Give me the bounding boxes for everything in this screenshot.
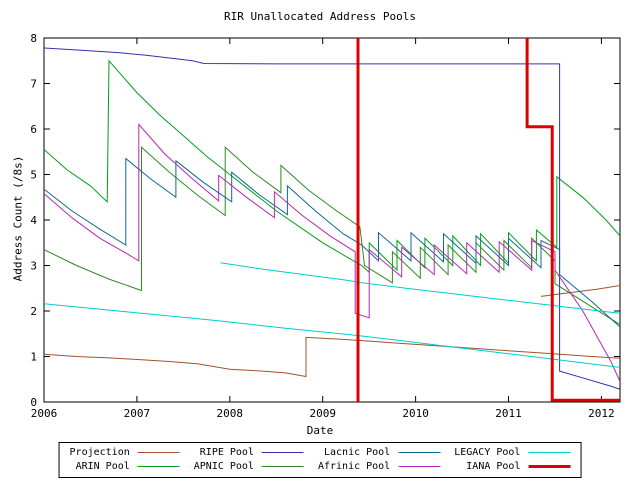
series-ripe-pool <box>44 47 620 390</box>
y-tick-label: 6 <box>30 123 37 136</box>
x-axis-label: Date <box>306 424 334 437</box>
legend-line-sample <box>137 452 180 453</box>
series-lacnic-pool <box>44 157 620 328</box>
series-projection <box>44 285 620 378</box>
legend-line-sample <box>137 466 180 467</box>
legend-line-sample <box>398 452 441 453</box>
y-tick-label: 4 <box>30 214 37 227</box>
y-tick-label: 7 <box>30 78 37 91</box>
legend-item-legacy-pool: LEGACY Pool <box>454 446 571 459</box>
plot-border <box>43 37 621 403</box>
y-axis-ticks: 0 1 2 3 4 5 6 7 8 <box>30 32 620 409</box>
x-tick-label: 2012 <box>588 407 615 420</box>
legend-line-sample <box>398 466 441 467</box>
series-line-apnic-pool <box>44 146 620 326</box>
series-afrinic-pool <box>44 123 620 382</box>
legend-item-ripe-pool: RIPE Pool <box>194 446 304 459</box>
legend-label: Projection <box>69 447 130 458</box>
legend-label: APNIC Pool <box>193 461 254 472</box>
x-tick-label: 2011 <box>495 407 522 420</box>
legend-item-projection: Projection <box>70 446 180 459</box>
series-legacy-pool <box>44 262 620 368</box>
series-line-ripe-pool <box>44 47 620 390</box>
legend-label: Lacnic Pool <box>323 447 391 458</box>
legend-label: LEGACY Pool <box>454 447 521 458</box>
series-apnic-pool <box>44 146 620 326</box>
legend-line-sample <box>261 466 304 467</box>
legend-line-sample <box>528 465 571 468</box>
legend-line-sample <box>261 452 304 453</box>
x-tick-label: 2009 <box>309 407 336 420</box>
legend-label: IANA Pool <box>466 461 521 472</box>
y-tick-label: 2 <box>30 305 37 318</box>
series-arin-pool <box>44 59 620 274</box>
x-tick-label: 2006 <box>31 407 58 420</box>
legend-item-afrinic-pool: Afrinic Pool <box>317 460 441 473</box>
legend-item-arin-pool: ARIN Pool <box>70 460 180 473</box>
series-line-legacy-pool <box>44 303 620 368</box>
y-tick-label: 8 <box>30 32 37 45</box>
x-tick-label: 2008 <box>217 407 244 420</box>
legend-item-apnic-pool: APNIC Pool <box>194 460 304 473</box>
series-line-projection <box>44 336 620 378</box>
series-line-afrinic-pool <box>44 123 620 382</box>
chart-title: RIR Unallocated Address Pools <box>223 10 417 23</box>
y-tick-label: 5 <box>30 169 37 182</box>
y-tick-label: 3 <box>30 260 37 273</box>
x-tick-label: 2010 <box>402 407 429 420</box>
legend-label: RIPE Pool <box>199 447 254 458</box>
y-tick-label: 0 <box>30 396 37 409</box>
series-line-iana-pool <box>525 38 620 402</box>
x-tick-label: 2007 <box>124 407 151 420</box>
legend-label: ARIN Pool <box>75 461 130 472</box>
series-line-projection <box>540 285 620 297</box>
legend-item-iana-pool: IANA Pool <box>454 460 571 473</box>
x-axis-ticks: 2006 2007 2008 2009 2010 2011 2012 <box>31 38 615 420</box>
series-iana-pool <box>356 38 620 402</box>
legend-line-sample <box>528 452 571 453</box>
y-tick-label: 1 <box>30 351 37 364</box>
series-line-lacnic-pool <box>44 157 620 328</box>
legend-label: Afrinic Pool <box>317 461 391 472</box>
series-line-legacy-pool <box>220 262 620 314</box>
series-line-arin-pool <box>44 59 620 274</box>
legend-box: Projection RIPE Pool Lacnic Pool LEGACY Poo… <box>58 442 582 478</box>
legend-item-lacnic-pool: Lacnic Pool <box>318 446 441 459</box>
